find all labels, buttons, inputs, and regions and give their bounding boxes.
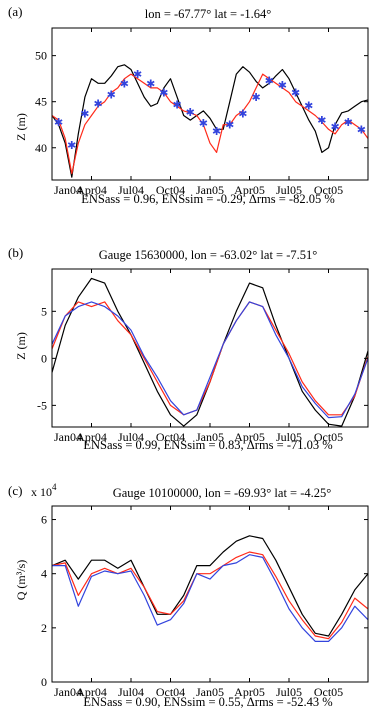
panel-c-xtick-label: Jan04 — [54, 685, 82, 699]
panel-a-series-observed — [52, 64, 368, 178]
panel-c-series-observed — [52, 535, 368, 637]
panel-c-xtick-label: Jul04 — [118, 685, 144, 699]
panel-a-star-marker: ✱ — [251, 92, 260, 104]
panel-b-axes-frame — [51, 268, 369, 428]
panel-a-star-marker: ✱ — [133, 69, 142, 81]
panel-a-star-marker: ✱ — [317, 115, 326, 127]
panel-a-xtick-label: Apr04 — [76, 183, 107, 197]
panel-c-caption: ENSass = 0.90, ENSsim = 0.55, Δrms = -52… — [83, 695, 332, 709]
panel-a-title: lon = -67.77° lat = -1.64° — [145, 7, 272, 21]
panel-a-star-marker: ✱ — [212, 126, 221, 138]
panel-b-xtick-label: Apr04 — [76, 430, 107, 444]
panel-a-star-marker: ✱ — [172, 99, 181, 111]
panel-a-ytick-label: 40 — [35, 141, 47, 155]
panel-a-star-marker: ✱ — [278, 80, 287, 92]
panel-b-series-simulated — [52, 301, 368, 419]
panel-a-star-marker: ✱ — [80, 109, 89, 121]
panel-c-axes-frame — [51, 505, 369, 683]
panel-b-xtick-label: Jul05 — [276, 430, 302, 444]
panel-b-xtick-label: Jul04 — [118, 430, 144, 444]
panel-b-xtick-label: Apr05 — [234, 430, 265, 444]
panel-c-xtick-label: Apr04 — [76, 685, 107, 699]
panel-a-xtick-label: Apr05 — [234, 183, 265, 197]
panel-a-star-marker: ✱ — [238, 109, 247, 121]
panel-c-multiplier: x 104 — [31, 482, 57, 499]
panel-b-xtick-label: Oct05 — [314, 430, 343, 444]
panel-a-star-marker: ✱ — [54, 117, 63, 129]
panel-a-xtick-label: Oct05 — [314, 183, 343, 197]
panel-a-caption: ENSass = 0.96, ENSsim = -0.29, Δrms = -8… — [81, 192, 335, 206]
panel-b-ylabel: Z (m) — [14, 332, 28, 360]
panel-a-star-marker: ✱ — [199, 118, 208, 130]
panel-b-series-assimilated — [52, 301, 368, 416]
panel-c-xtick-label: Jul05 — [276, 685, 302, 699]
panel-a-star-marker: ✱ — [159, 87, 168, 99]
panel-b-xtick-label: Jan05 — [196, 430, 224, 444]
panel-a-star-marker: ✱ — [225, 120, 234, 132]
panel-b-ytick-label: -5 — [37, 398, 47, 412]
panel-a-star-marker: ✱ — [120, 78, 129, 90]
panel-c-ytick-label: 6 — [41, 513, 47, 527]
panel-c-ylabel: Q (m³/s) — [14, 560, 28, 601]
panel-b: (b) Gauge 15630000, lon = -63.02° lat = … — [8, 245, 369, 452]
panel-b-ytick-label: 0 — [41, 351, 47, 365]
panel-a-xtick-label: Oct04 — [156, 183, 185, 197]
panel-c-series-assimilated — [52, 551, 368, 640]
panel-c-xtick-label: Jan05 — [196, 685, 224, 699]
panel-a-star-marker: ✱ — [344, 117, 353, 129]
panel-b-series-observed — [52, 277, 368, 427]
panel-b-title: Gauge 15630000, lon = -63.02° lat = -7.5… — [99, 248, 318, 262]
panel-a-star-marker: ✱ — [330, 122, 339, 134]
panel-b-caption: ENSass = 0.99, ENSsim = 0.83, Δrms = -71… — [83, 438, 332, 452]
panel-a-star-marker: ✱ — [291, 87, 300, 99]
panel-a-star-marker: ✱ — [304, 100, 313, 112]
panel-b-xtick-label: Oct04 — [156, 430, 185, 444]
panel-a-star-marker: ✱ — [107, 89, 116, 101]
panel-a-star-marker: ✱ — [186, 107, 195, 119]
panel-a-ytick-label: 50 — [35, 49, 47, 63]
panel-c-xtick-label: Oct04 — [156, 685, 185, 699]
panel-a-xtick-label: Jul05 — [276, 183, 302, 197]
panel-a: (a) lon = -67.77° lat = -1.64° Z (m) ENS… — [8, 4, 369, 206]
panel-a-series-assimilated — [52, 73, 368, 175]
panel-c-title: Gauge 10100000, lon = -69.93° lat = -4.2… — [113, 486, 332, 500]
panel-a-xtick-label: Jan05 — [196, 183, 224, 197]
panel-a-ytick-label: 45 — [35, 95, 47, 109]
panel-c-ytick-label: 4 — [41, 567, 47, 581]
panel-a-star-marker: ✱ — [265, 76, 274, 88]
panel-label-b: (b) — [8, 245, 23, 260]
multiplier-base: x 10 — [31, 485, 52, 499]
panel-a-star-marker: ✱ — [93, 99, 102, 111]
panel-b-xtick-label: Jan04 — [54, 430, 82, 444]
panel-a-ylabel: Z (m) — [14, 113, 28, 141]
panel-a-xtick-label: Jan04 — [54, 183, 82, 197]
panel-label-a: (a) — [8, 4, 22, 19]
panel-c-xtick-label: Oct05 — [314, 685, 343, 699]
panel-a-star-marker: ✱ — [146, 78, 155, 90]
panel-c: (c) x 104 Gauge 10100000, lon = -69.93° … — [8, 482, 369, 709]
multiplier-exponent: 4 — [52, 482, 57, 492]
panel-c-series-simulated — [52, 554, 368, 643]
panel-a-star-marker: ✱ — [357, 124, 366, 136]
panel-a-xtick-label: Jul04 — [118, 183, 144, 197]
panel-a-star-marker: ✱ — [67, 140, 76, 152]
panel-b-ytick-label: 5 — [41, 304, 47, 318]
panel-c-xtick-label: Apr05 — [234, 685, 265, 699]
panel-label-c: (c) — [8, 483, 22, 498]
panel-c-ytick-label: 0 — [41, 675, 47, 689]
panel-c-ytick-label: 2 — [41, 621, 47, 635]
